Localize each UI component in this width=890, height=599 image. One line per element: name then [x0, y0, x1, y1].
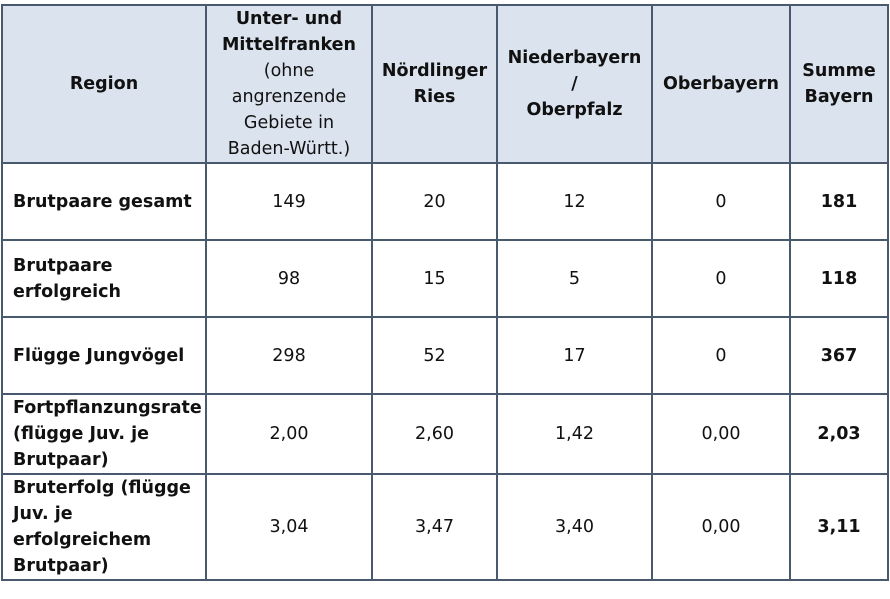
cell-value: 3,40	[496, 473, 653, 581]
statistics-table: Region Unter- und Mittelfranken (ohne an…	[1, 4, 889, 581]
cell-value: 98	[205, 239, 373, 318]
cell-value: 3,47	[371, 473, 498, 581]
cell-value: 149	[205, 162, 373, 241]
cell-value: 15	[371, 239, 498, 318]
cell-value: 20	[371, 162, 498, 241]
header-noerdlinger-ries: Nördlinger Ries	[371, 4, 498, 164]
header-niederbayern: Niederbayern	[507, 48, 642, 68]
row-label: Bruterfolg (flügge Juv. je erfolgreichem…	[1, 473, 207, 581]
cell-sum: 2,03	[789, 393, 889, 475]
header-summe-bayern: Summe Bayern	[789, 4, 889, 164]
cell-value: 2,00	[205, 393, 373, 475]
header-unter-mittelfranken: Unter- und Mittelfranken (ohne angrenzen…	[205, 4, 373, 164]
row-label: Fortpflanzungsrate (flügge Juv. je Brutp…	[1, 393, 207, 475]
row-label: Brutpaare erfolgreich	[1, 239, 207, 318]
cell-value: 3,04	[205, 473, 373, 581]
table-row: Brutpaare erfolgreich 98 15 5 0 118	[1, 239, 889, 318]
cell-value: 0	[651, 316, 791, 395]
cell-value: 1,42	[496, 393, 653, 475]
table-row: Fortpflanzungsrate (flügge Juv. je Brutp…	[1, 393, 889, 475]
header-oberpfalz: Oberpfalz	[526, 100, 623, 120]
cell-value: 0	[651, 239, 791, 318]
cell-value: 0,00	[651, 393, 791, 475]
cell-value: 5	[496, 239, 653, 318]
header-unter-mittelfranken-note: (ohne angrenzende Gebiete in Baden-Württ…	[227, 61, 351, 159]
header-region: Region	[1, 4, 207, 164]
cell-value: 0,00	[651, 473, 791, 581]
header-row: Region Unter- und Mittelfranken (ohne an…	[1, 4, 889, 164]
header-unter-mittelfranken-title: Unter- und Mittelfranken	[221, 9, 357, 55]
row-label: Flügge Jungvögel	[1, 316, 207, 395]
header-slash: /	[571, 74, 578, 94]
cell-value: 298	[205, 316, 373, 395]
cell-sum: 118	[789, 239, 889, 318]
cell-sum: 367	[789, 316, 889, 395]
cell-value: 12	[496, 162, 653, 241]
cell-value: 17	[496, 316, 653, 395]
table-row: Flügge Jungvögel 298 52 17 0 367	[1, 316, 889, 395]
cell-value: 52	[371, 316, 498, 395]
cell-value: 0	[651, 162, 791, 241]
header-niederbayern-oberpfalz: Niederbayern / Oberpfalz	[496, 4, 653, 164]
cell-value: 2,60	[371, 393, 498, 475]
table-row: Bruterfolg (flügge Juv. je erfolgreichem…	[1, 473, 889, 581]
header-oberbayern: Oberbayern	[651, 4, 791, 164]
cell-sum: 181	[789, 162, 889, 241]
table-row: Brutpaare gesamt 149 20 12 0 181	[1, 162, 889, 241]
row-label: Brutpaare gesamt	[1, 162, 207, 241]
cell-sum: 3,11	[789, 473, 889, 581]
